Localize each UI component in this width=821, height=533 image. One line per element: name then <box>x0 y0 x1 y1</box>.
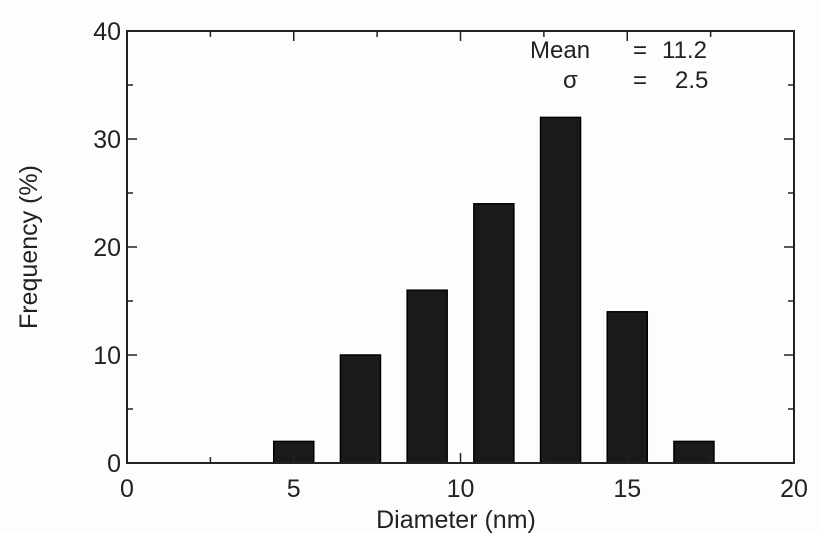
y-tick-label: 20 <box>93 234 121 262</box>
mean-label: Mean <box>530 37 590 64</box>
y-tick-label: 40 <box>93 18 121 46</box>
histogram-bar <box>473 203 515 464</box>
histogram-bar <box>673 440 715 464</box>
x-tick-label: 5 <box>287 475 301 503</box>
mean-value: 11.2 <box>662 37 707 64</box>
x-tick-label: 15 <box>613 475 641 503</box>
x-axis-title: Diameter (nm) <box>376 506 536 533</box>
sigma-label: σ <box>563 67 578 94</box>
x-tick-label: 10 <box>447 475 475 503</box>
y-tick-label: 0 <box>107 450 121 478</box>
mean-equals: = <box>633 37 647 64</box>
x-tick-label: 20 <box>780 475 808 503</box>
y-tick-label: 10 <box>93 342 121 370</box>
stats-annotation: Mean = 11.2 σ = 2.5 <box>530 37 708 94</box>
y-tick-label: 30 <box>93 126 121 154</box>
histogram-bar <box>606 311 649 464</box>
histogram-bar <box>339 354 382 464</box>
histogram-bar <box>539 116 582 464</box>
ticks-layer: 0 5 10 15 20 0 10 20 30 40 <box>93 18 808 503</box>
sigma-value: 2.5 <box>675 67 708 94</box>
plot-frame <box>126 30 795 464</box>
bars-layer <box>272 116 715 464</box>
sigma-equals: = <box>633 67 647 94</box>
x-tick-label: 0 <box>120 475 134 503</box>
y-axis-title: Frequency (%) <box>15 165 43 329</box>
histogram-bar <box>406 289 448 464</box>
